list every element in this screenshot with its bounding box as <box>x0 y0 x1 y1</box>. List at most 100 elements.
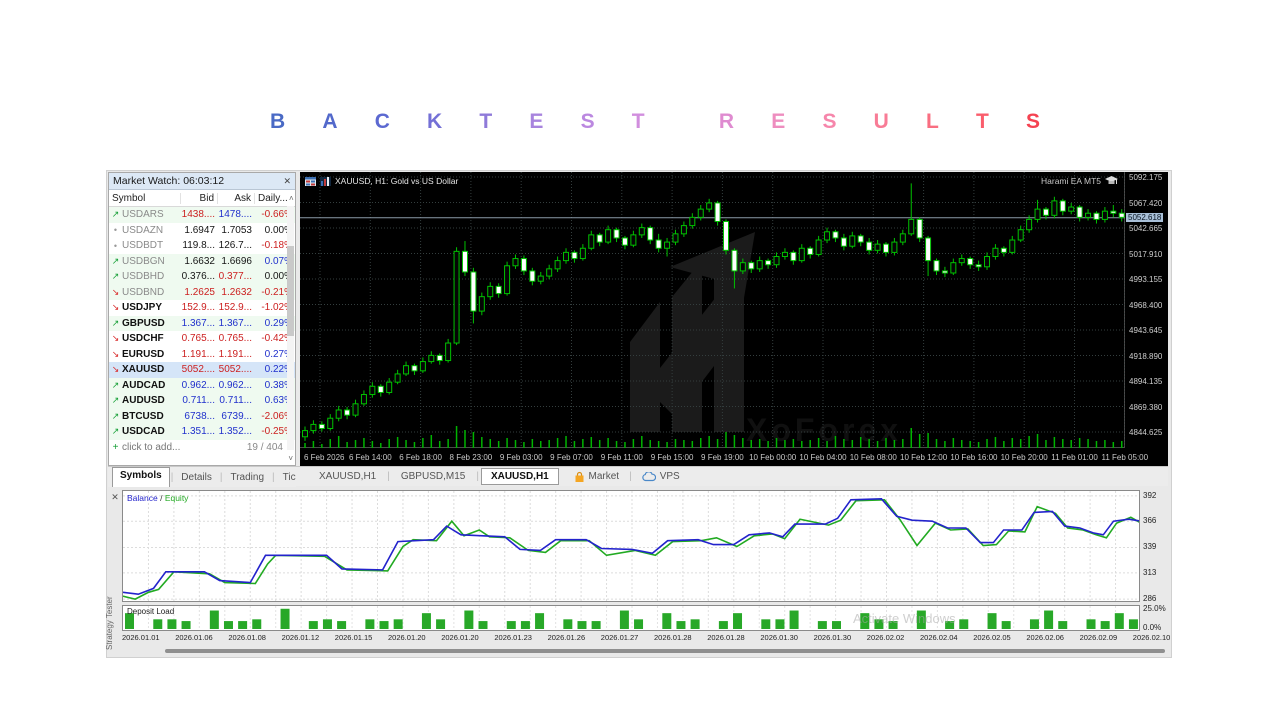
deposit-bar <box>308 621 318 629</box>
deposit-bar <box>860 613 870 629</box>
current-price-label: 5052.618 <box>1126 212 1164 222</box>
scroll-up-icon[interactable]: ˄ <box>289 193 294 203</box>
price-tick-label: 5067.420 <box>1129 198 1163 208</box>
market-watch-scrollbar[interactable] <box>287 206 294 450</box>
ea-name: Harami EA MT5 <box>1041 176 1101 186</box>
chart-window[interactable]: XAUUSD, H1: Gold vs US Dollar Harami EA … <box>300 172 1168 466</box>
bid-cell: 0.765... <box>181 333 215 345</box>
bid-cell: 0.962... <box>181 379 215 391</box>
chart-symbol-title: XAUUSD, H1: Gold vs US Dollar <box>335 176 459 186</box>
daily-cell: -0.66% <box>261 209 293 221</box>
table-row[interactable]: ↗ AUDCAD 0.962... 0.962... 0.38% <box>109 377 295 393</box>
table-row[interactable]: ↘ USDBND 1.2625 1.2632 -0.21% <box>109 284 295 300</box>
ask-cell: 0.377... <box>218 271 252 283</box>
column-bid[interactable]: Bid <box>181 192 218 204</box>
date-tick-label: 2026.01.08 <box>228 633 266 642</box>
price-scale[interactable]: 5052.618 5092.175 5067.420 5042.665 5017.91… <box>1125 172 1168 448</box>
candlestick-plot[interactable] <box>300 172 1126 448</box>
bid-cell: 5052.... <box>181 364 215 376</box>
legend-equity: Equity <box>164 493 189 503</box>
deposit-bar <box>718 621 728 629</box>
deposit-bar <box>252 619 262 629</box>
daily-cell: 0.07% <box>264 255 293 267</box>
deposit-bar <box>563 619 573 629</box>
title-letter: S <box>822 110 837 133</box>
close-icon[interactable]: ✕ <box>111 492 119 502</box>
symbol-cell: USDBGN <box>122 255 165 267</box>
table-row[interactable]: ↗ USDBHD 0.376... 0.377... 0.00% <box>109 269 295 285</box>
tab-symbols[interactable]: Symbols <box>112 467 170 487</box>
time-tick-label: 10 Feb 08:00 <box>849 453 897 462</box>
deposit-bar <box>662 613 672 629</box>
market-watch-header: Symbol Bid Ask Daily... ˄ <box>109 190 295 207</box>
strategy-tester-vertical-label[interactable]: Strategy Tester <box>105 596 114 650</box>
title-letter: R <box>718 110 735 133</box>
symbol-cell: USDBND <box>122 286 165 298</box>
column-daily[interactable]: Daily... <box>258 192 288 204</box>
ask-cell: 0.711... <box>219 395 252 407</box>
scroll-down-icon[interactable]: ˅ <box>288 454 293 463</box>
ask-cell: 5052.... <box>218 364 252 376</box>
vps-cloud-icon <box>641 471 656 481</box>
tab-details[interactable]: Details <box>181 471 212 483</box>
deposit-load-panel: Deposit Load <box>122 605 1140 631</box>
table-row[interactable]: ↘ XAUUSD 5052.... 5052.... 0.22% <box>109 362 295 378</box>
date-tick-label: 2026.01.28 <box>707 633 745 642</box>
chart-tab[interactable]: GBPUSD,M15 <box>400 471 466 482</box>
title-letter: E <box>771 110 786 133</box>
symbol-cell: USDBHD <box>122 271 165 283</box>
chart-tab[interactable]: XAUUSD,H1 <box>319 471 377 482</box>
price-tick-label: 4968.400 <box>1129 300 1163 310</box>
time-scale[interactable]: 6 Feb 2026 6 Feb 14:00 6 Feb 18:00 8 Feb 23… <box>300 448 1168 466</box>
symbol-cell: USDBDT <box>122 240 164 252</box>
ask-cell: 1.367... <box>218 317 252 329</box>
plus-icon: + <box>112 441 119 453</box>
daily-cell: 0.00% <box>264 224 293 236</box>
time-tick-label: 9 Feb 03:00 <box>499 453 543 462</box>
balance-tick-label: 366 <box>1143 516 1157 526</box>
tab-trading[interactable]: Trading <box>230 471 265 483</box>
add-symbol-row[interactable]: + click to add... 19 / 404 <box>109 440 295 455</box>
table-row[interactable]: ↗ USDBGN 1.6632 1.6696 0.07% <box>109 253 295 269</box>
trend-up-icon: ↗ <box>111 379 120 390</box>
vps-button[interactable]: VPS <box>634 471 688 482</box>
table-row[interactable]: ↘ USDJPY 152.9... 152.9... -1.02% <box>109 300 295 316</box>
date-tick-label: 2026.02.06 <box>1026 633 1064 642</box>
deposit-bar <box>817 621 827 629</box>
date-tick-label: 2026.01.15 <box>334 633 373 642</box>
table-row[interactable]: ↗ BTCUSD 6738... 6739... -2.06% <box>109 408 295 424</box>
price-tick-label: 4993.155 <box>1129 275 1163 284</box>
table-row[interactable]: ↗ GBPUSD 1.367... 1.367... 0.29% <box>109 315 295 331</box>
balance-tick-label: 286 <box>1143 594 1157 604</box>
daily-cell: -0.21% <box>261 286 293 298</box>
tab-ticks[interactable]: Ticks <box>282 471 306 483</box>
scrollbar-thumb[interactable] <box>287 246 294 336</box>
daily-cell: 0.00% <box>264 271 293 283</box>
close-icon[interactable]: ✕ <box>283 175 291 186</box>
market-button[interactable]: Market <box>566 471 628 483</box>
symbol-cell: EURUSD <box>122 348 165 360</box>
deposit-bar <box>153 619 163 629</box>
balance-equity-panel: Balance / Equity <box>122 490 1142 603</box>
column-symbol[interactable]: Symbol <box>109 192 181 204</box>
deposit-bar <box>619 610 629 629</box>
deposit-bar <box>393 619 403 629</box>
table-row[interactable]: ↘ USDCHF 0.765... 0.765... -0.42% <box>109 331 295 347</box>
table-row[interactable]: • USDAZN 1.6947 1.7053 0.00% <box>109 223 295 239</box>
column-ask[interactable]: Ask <box>218 192 255 204</box>
deposit-bar <box>733 613 743 629</box>
deposit-bar <box>223 621 233 629</box>
chart-tab[interactable]: XAUUSD,H1 <box>480 468 559 485</box>
table-row[interactable]: ↗ USDARS 1438.... 1478.... -0.66% <box>109 207 295 223</box>
market-label: Market <box>588 471 620 482</box>
table-row[interactable]: • USDBDT 119.8... 126.7... -0.18% <box>109 238 295 254</box>
table-row[interactable]: ↗ AUDUSD 0.711... 0.711... 0.63% <box>109 393 295 409</box>
bid-cell: 1.367... <box>181 317 215 329</box>
deposit-bar <box>987 613 997 629</box>
bid-cell: 1438.... <box>181 209 215 221</box>
horizontal-scrollbar[interactable] <box>165 649 1165 653</box>
table-row[interactable]: ↘ EURUSD 1.191... 1.191... 0.27% <box>109 347 295 363</box>
grid-icon <box>305 176 316 186</box>
deposit-bar <box>1114 613 1124 629</box>
table-row[interactable]: ↗ USDCAD 1.351... 1.352... -0.25% <box>109 424 295 440</box>
